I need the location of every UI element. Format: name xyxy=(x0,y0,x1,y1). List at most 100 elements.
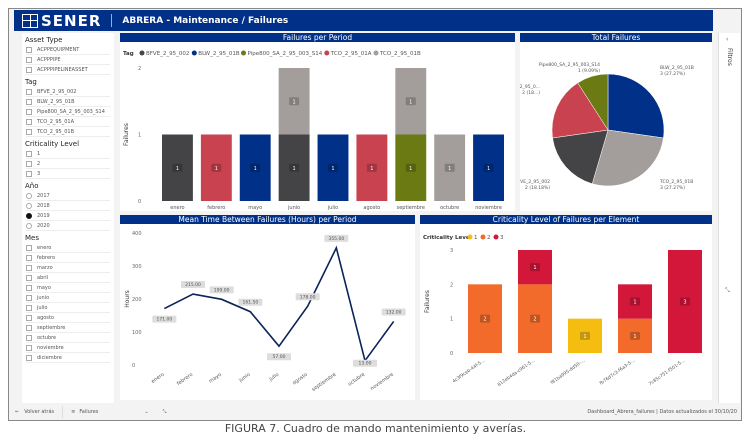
radio-button[interactable] xyxy=(26,202,32,209)
data-label: 1 xyxy=(409,166,412,172)
checkbox[interactable] xyxy=(26,160,32,167)
filter-option[interactable]: 2017 xyxy=(26,191,110,201)
filter-option[interactable]: diciembre xyxy=(26,353,110,363)
filter-option-label: Pipe800_SA_2_95_003_S14 xyxy=(37,108,105,115)
filter-heading-year: Año xyxy=(25,182,39,190)
radio-button[interactable] xyxy=(26,212,32,219)
checkbox[interactable] xyxy=(26,66,32,73)
filter-option[interactable]: octubre xyxy=(26,333,110,343)
y-tick-label: 2 xyxy=(138,66,141,72)
checkbox[interactable] xyxy=(26,264,32,271)
filter-option[interactable]: 2 xyxy=(26,159,110,169)
x-tick-label: julio xyxy=(267,372,280,383)
x-tick-label: enero xyxy=(150,372,165,385)
filter-option[interactable]: junio xyxy=(26,293,110,303)
filter-option-label: junio xyxy=(37,294,50,301)
filter-option-label: julio xyxy=(37,304,48,311)
collapse-chevron-icon[interactable]: ‹ xyxy=(726,36,729,43)
filter-option[interactable]: marzo xyxy=(26,263,110,273)
checkbox[interactable] xyxy=(26,274,32,281)
x-tick-label: junio xyxy=(287,205,300,211)
bar-segment xyxy=(473,134,504,201)
checkbox[interactable] xyxy=(26,108,32,115)
expand-icon[interactable]: ⤢ xyxy=(723,287,731,293)
checkbox[interactable] xyxy=(26,314,32,321)
chevron-down-icon[interactable]: ⌄ xyxy=(144,408,149,415)
filter-option[interactable]: mayo xyxy=(26,283,110,293)
radio-button[interactable] xyxy=(26,192,32,199)
x-tick-label: 4c3f9ceb-44f-5... xyxy=(451,358,486,385)
radio-button[interactable] xyxy=(26,222,32,229)
fullscreen-icon[interactable]: ⤡ xyxy=(162,408,167,415)
x-tick-label: 7c85c751-f501-5... xyxy=(648,358,686,387)
filter-option[interactable]: TCO_2_95_01B xyxy=(26,127,110,137)
filter-option-label: 1 xyxy=(37,150,41,157)
checkbox[interactable] xyxy=(26,354,32,361)
legend-title: Tag xyxy=(123,51,134,57)
checkbox[interactable] xyxy=(26,334,32,341)
filter-option[interactable]: 2018 xyxy=(26,201,110,211)
data-label-bg xyxy=(405,163,416,172)
filter-option-label: marzo xyxy=(37,264,53,271)
page-selector[interactable]: Failures xyxy=(79,408,99,415)
filter-option[interactable]: TCO_2_95_01A xyxy=(26,117,110,127)
x-tick-label: agosto xyxy=(363,205,380,211)
filter-option[interactable]: BLW_2_95_01B xyxy=(26,97,110,107)
y-tick-label: 300 xyxy=(132,264,142,270)
panel-title: Criticality Level of Failures per Elemen… xyxy=(420,215,712,224)
filter-option[interactable]: noviembre xyxy=(26,343,110,353)
checkbox[interactable] xyxy=(26,304,32,311)
logo-icon xyxy=(22,13,38,28)
data-label-bg xyxy=(630,297,640,306)
filter-option[interactable]: 3 xyxy=(26,169,110,179)
data-label: 13.00 xyxy=(359,361,372,367)
checkbox[interactable] xyxy=(26,294,32,301)
filter-option-label: BLW_2_95_01B xyxy=(37,98,75,105)
checkbox[interactable] xyxy=(26,284,32,291)
filter-option[interactable]: ACPPEQUIPMENT xyxy=(26,45,110,55)
checkbox[interactable] xyxy=(26,170,32,177)
checkbox[interactable] xyxy=(26,244,32,251)
filter-option[interactable]: 2019 xyxy=(26,211,110,221)
filter-option[interactable]: 1 xyxy=(26,149,110,159)
filters-pane[interactable] xyxy=(718,33,740,403)
figure-caption: FIGURA 7. Cuadro de mando mantenimiento … xyxy=(224,422,527,435)
checkbox[interactable] xyxy=(26,128,32,135)
checkbox[interactable] xyxy=(26,254,32,261)
legend-marker xyxy=(467,234,473,240)
legend-marker xyxy=(191,50,197,56)
filter-option[interactable]: julio xyxy=(26,303,110,313)
filter-option[interactable]: febrero xyxy=(26,253,110,263)
back-button[interactable]: Volver atrás xyxy=(24,408,55,415)
checkbox[interactable] xyxy=(26,344,32,351)
filter-option[interactable]: ACPPPIPELINEASSET xyxy=(26,65,110,75)
back-arrow-icon[interactable]: ← xyxy=(15,408,20,415)
checkbox[interactable] xyxy=(26,118,32,125)
filter-option[interactable]: abril xyxy=(26,273,110,283)
filter-option[interactable]: ACPPPIPE xyxy=(26,55,110,65)
filter-option[interactable]: septiembre xyxy=(26,323,110,333)
checkbox[interactable] xyxy=(26,150,32,157)
filter-option-label: 2019 xyxy=(37,212,50,219)
x-tick-label: agosto xyxy=(292,372,309,387)
bar-segment xyxy=(518,284,552,353)
filter-option[interactable]: Pipe800_SA_2_95_003_S14 xyxy=(26,107,110,117)
mtbf-line-chart: 0 100 200 300 400 Hours 171.00 enero 215.00 febre… xyxy=(124,231,406,393)
legend-label: 3 xyxy=(500,235,504,241)
checkbox[interactable] xyxy=(26,88,32,95)
pie-slice xyxy=(577,73,609,131)
filters-pane-label[interactable]: Filtros xyxy=(726,48,733,66)
checkbox[interactable] xyxy=(26,56,32,63)
filter-option[interactable]: 2020 xyxy=(26,221,110,231)
checkbox[interactable] xyxy=(26,98,32,105)
checkbox[interactable] xyxy=(26,46,32,53)
checkbox[interactable] xyxy=(26,324,32,331)
data-label: 1 xyxy=(409,99,412,105)
legend-label: 2 xyxy=(487,235,491,241)
bar-segment xyxy=(162,134,193,201)
filter-option[interactable]: agosto xyxy=(26,313,110,323)
filter-option[interactable]: BFVE_2_95_002 xyxy=(26,87,110,97)
filter-option-label: TCO_2_95_01A xyxy=(37,118,75,125)
y-axis-title: Hours xyxy=(124,290,131,308)
filter-option[interactable]: enero xyxy=(26,243,110,253)
